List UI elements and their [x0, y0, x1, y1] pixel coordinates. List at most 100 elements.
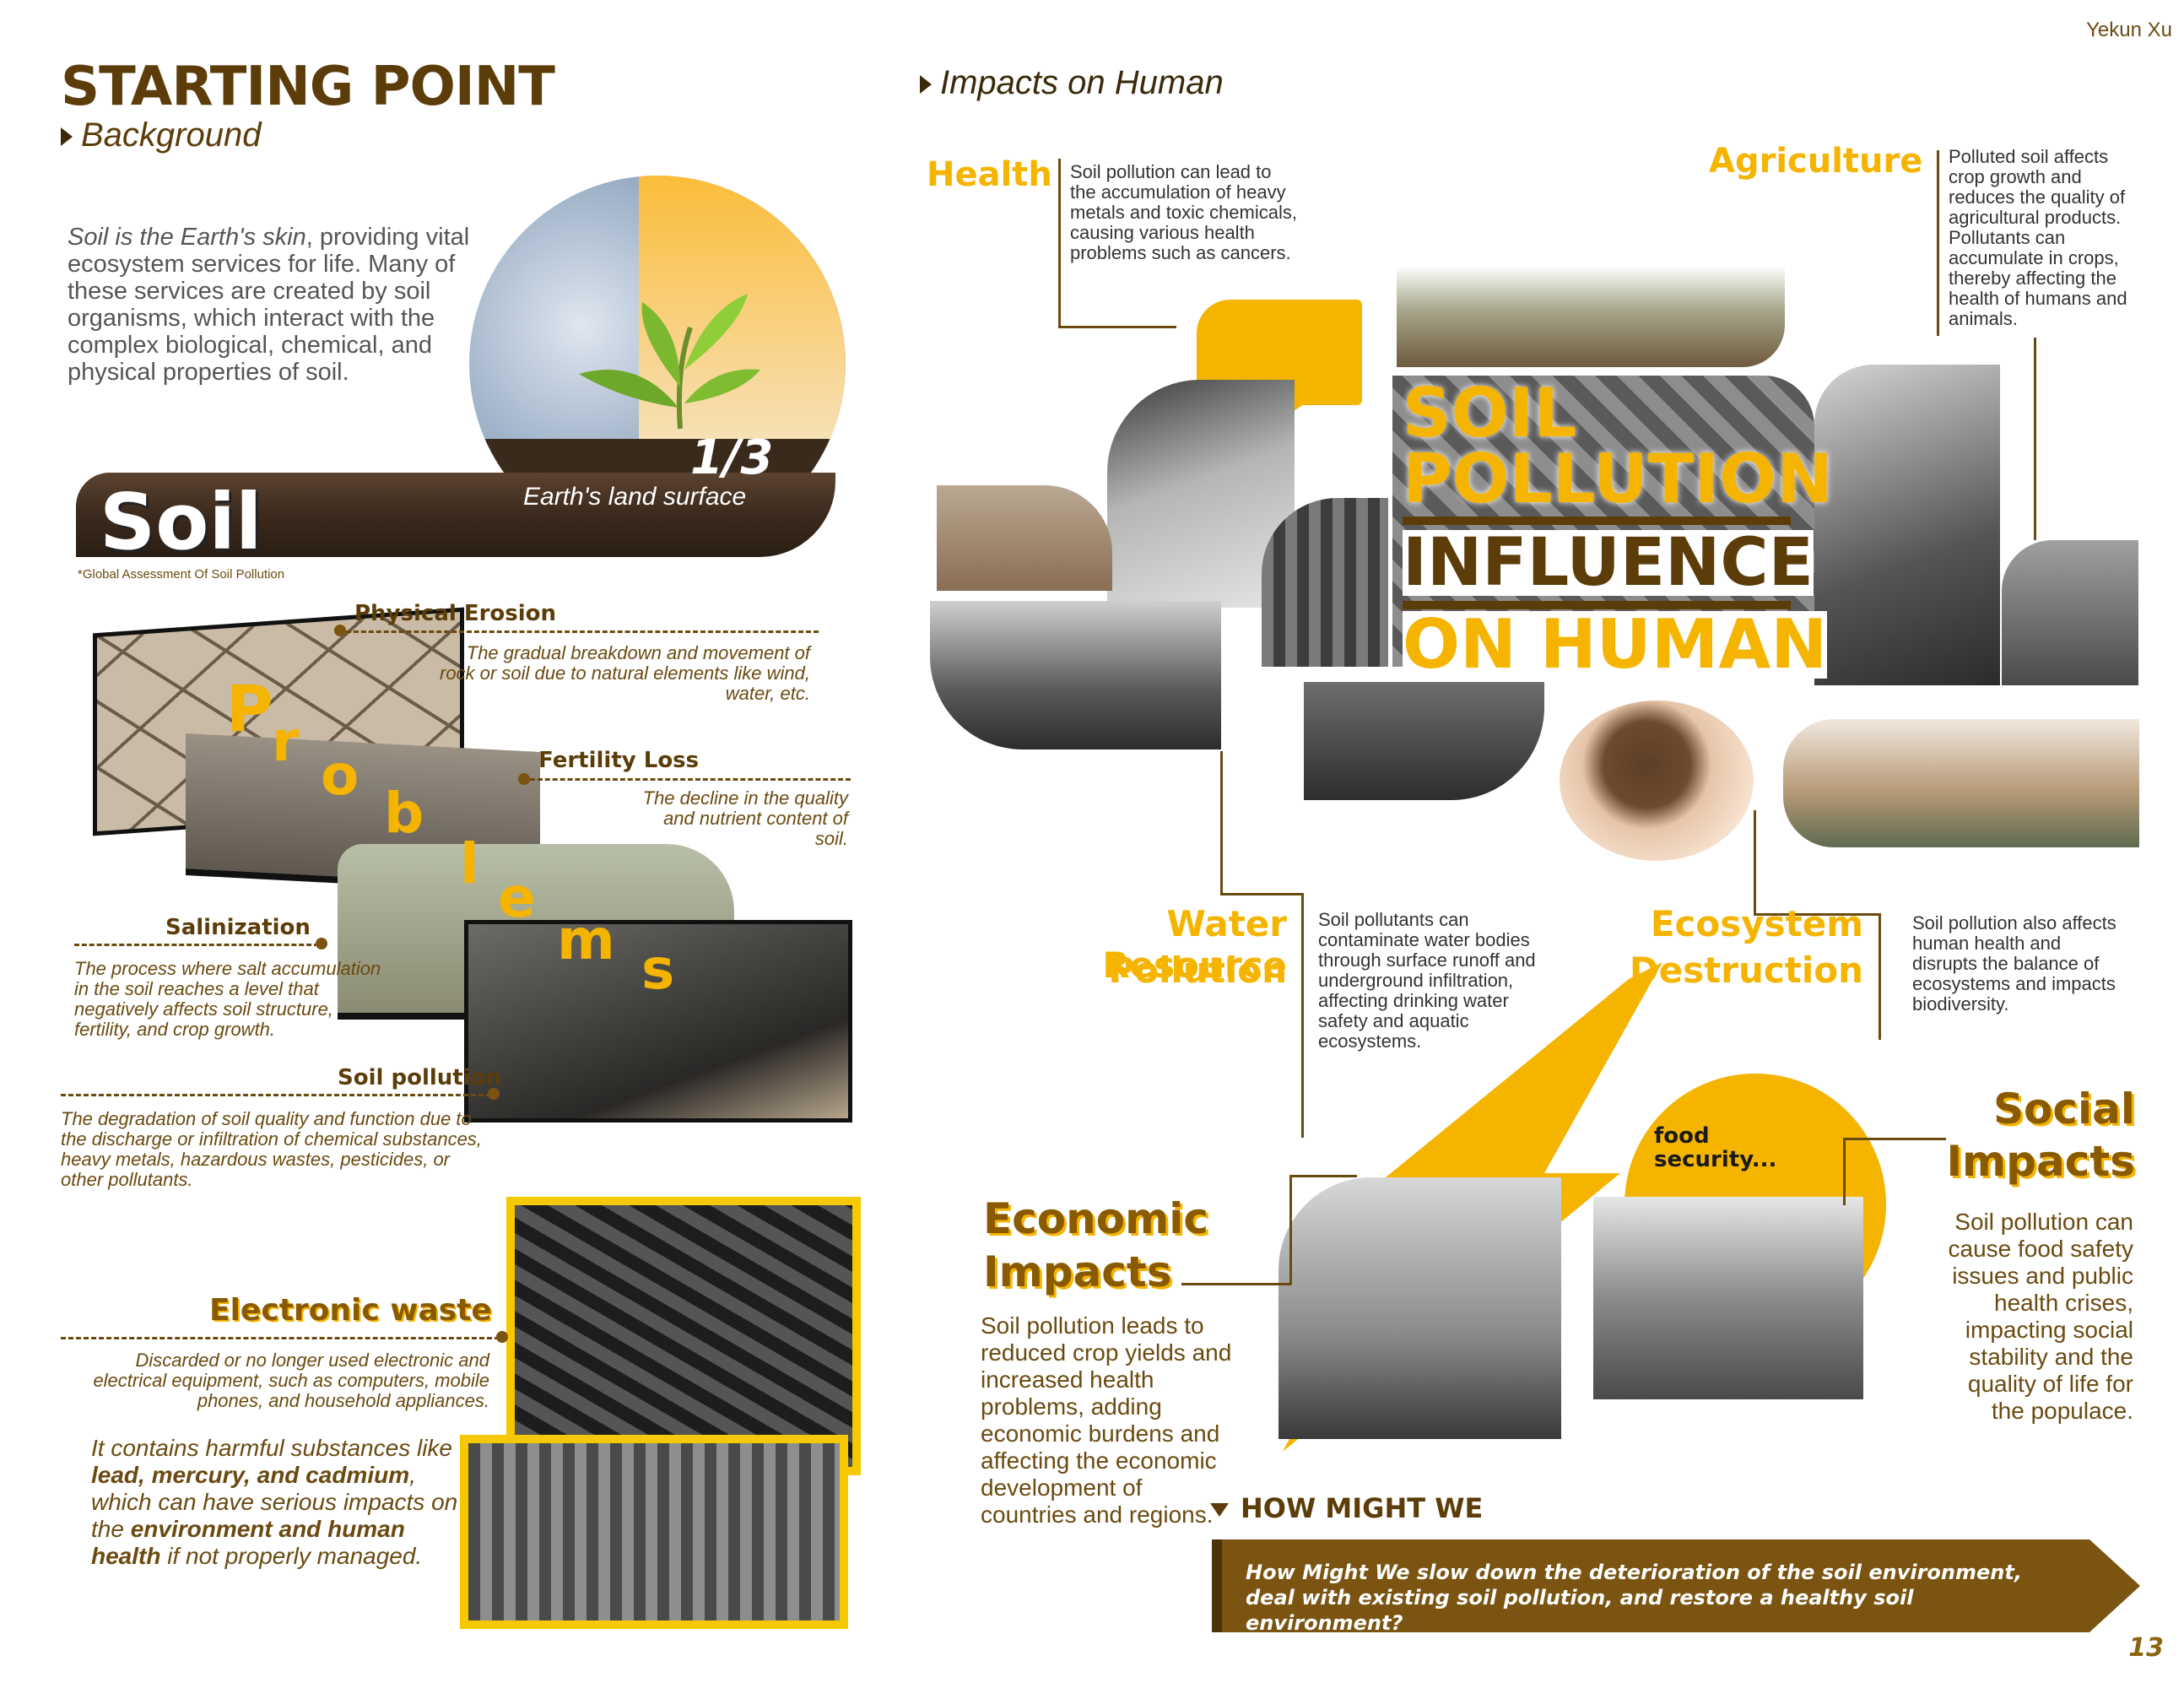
connector-line: [1879, 913, 1881, 1040]
problems-letter-b: b: [384, 781, 424, 846]
problem-text-fertility: The decline in the quality and nutrient …: [642, 787, 848, 849]
dashed-divider: [346, 630, 819, 633]
problems-letter-m: m: [557, 907, 615, 972]
marker-dot: [316, 938, 327, 950]
footnote: *Global Assessment Of Soil Pollution: [78, 567, 285, 582]
connector-line: [1058, 326, 1176, 328]
hmw-banner-shape: [1212, 1539, 2140, 1632]
hmw-question: How Might We slow down the deterioration…: [1246, 1561, 2022, 1635]
connector-line: [1937, 150, 1939, 336]
ewaste-image: [506, 1197, 861, 1475]
health-title: Health: [927, 155, 1052, 194]
landfill-photo: [937, 485, 1112, 591]
polluted-soil-image: [464, 920, 852, 1123]
dashed-divider: [74, 944, 319, 946]
connector-line: [1289, 1175, 1357, 1177]
warning-text: , which can have serious impacts on the: [91, 1462, 458, 1542]
problems-letter-o: o: [321, 743, 359, 808]
problems-letter-e: e: [498, 865, 536, 930]
section-heading: Impacts on Human: [920, 64, 1224, 102]
page-number: 13: [2128, 1633, 2164, 1663]
ecosystem-title-2: Destruction: [1629, 950, 1863, 991]
connector-line: [1301, 893, 1304, 1138]
warning-bold: environment and human health: [91, 1516, 405, 1569]
ecosystem-text: Soil pollution also affects human health…: [1912, 912, 2116, 1014]
dead-crops-photo: [2002, 540, 2138, 685]
water-title-2: Pollution: [1108, 950, 1287, 991]
headline-soil: SOIL: [1403, 374, 1577, 452]
connector-line: [1289, 1175, 1292, 1285]
headline-on-human: ON HUMAN: [1403, 605, 1828, 684]
social-title-1: Social: [1992, 1085, 2135, 1133]
problem-text-pollution: The degradation of soil quality and func…: [61, 1108, 482, 1190]
marker-dot: [496, 1331, 508, 1343]
problems-letter-p: P: [226, 671, 273, 746]
problem-label-fertility: Fertility Loss: [538, 748, 700, 773]
water-text: Soil pollutants can contaminate water bo…: [1318, 909, 1536, 1052]
warning-text: It contains harmful substances like: [91, 1435, 452, 1461]
ewaste-warning: It contains harmful substances like lead…: [91, 1435, 462, 1570]
water-title-1: Water Resource: [1102, 903, 1287, 986]
hmw-label-text: HOW MIGHT WE: [1241, 1492, 1484, 1524]
problems-letter-r: r: [272, 709, 300, 774]
economic-title-2: Impacts: [983, 1247, 1172, 1296]
agriculture-text: Polluted soil affects crop growth and re…: [1949, 146, 2127, 329]
ewaste-computer-image: [460, 1435, 848, 1629]
fraction-value: 1/3: [690, 430, 774, 485]
food-security-label: food security...: [1654, 1123, 1777, 1172]
intro-text: , providing vital ecosystem services for…: [68, 224, 470, 386]
marker-dot: [334, 625, 346, 636]
grass-photo: [1397, 241, 1785, 367]
polluted-site-photo: [1593, 1197, 1863, 1399]
dashed-divider: [61, 1094, 491, 1096]
soil-strip-image: [76, 473, 835, 557]
connector-line: [2034, 338, 2036, 540]
connector-line: [1181, 1283, 1291, 1285]
connector-line: [1220, 751, 1223, 895]
ewaste-text: Discarded or no longer used electronic a…: [93, 1350, 489, 1411]
connector-line: [1845, 1138, 1946, 1140]
intro-paragraph: Soil is the Earth's skin, providing vita…: [68, 224, 489, 386]
caret-down-icon: [1210, 1503, 1229, 1517]
cattle-dump-photo: [1783, 719, 2139, 847]
economic-title-1: Economic: [983, 1194, 1208, 1243]
warning-bold: lead, mercury, and cadmium: [91, 1462, 410, 1488]
sprout-icon: [579, 294, 760, 430]
problem-label-pollution: Soil pollution: [338, 1065, 501, 1090]
dump-workers-photo: [930, 601, 1221, 749]
page-title: STARTING POINT: [61, 56, 555, 118]
crowd-masks-photo: [1262, 498, 1388, 667]
play-triangle-icon: [920, 75, 932, 95]
soil-word: Soil: [100, 477, 262, 567]
connector-line: [1058, 159, 1061, 327]
river-waste-photo: [1304, 682, 1544, 800]
background-subtitle: Background: [61, 116, 261, 154]
vending-machine-photo: [1279, 1177, 1561, 1439]
headline-influence: INFLUENCE: [1403, 525, 1814, 601]
problems-letter-s: s: [641, 937, 675, 1002]
ewaste-title: Electronic waste: [209, 1293, 492, 1328]
warning-text: if not properly managed.: [160, 1543, 423, 1569]
problems-letter-l: l: [460, 831, 479, 896]
problem-text-salinization: The process where salt accumulation in t…: [74, 958, 381, 1040]
connector-line: [1220, 893, 1303, 895]
connector-line: [1754, 913, 1880, 916]
headline-rule-top: [1403, 517, 1791, 525]
dashed-divider: [530, 778, 851, 781]
subtitle-text: Background: [81, 116, 262, 154]
fraction-caption: Earth's land surface: [523, 483, 747, 511]
connector-line: [1843, 1138, 1846, 1205]
economic-text: Soil pollution leads to reduced crop yie…: [981, 1312, 1232, 1528]
connector-line: [1754, 810, 1756, 916]
health-text: Soil pollution can lead to the accumulat…: [1070, 161, 1297, 263]
intro-emphasis: Soil is the Earth's skin: [68, 224, 306, 251]
play-triangle-icon: [61, 127, 73, 147]
headline-pollution: POLLUTION: [1403, 440, 1833, 518]
farmer-photo: [1814, 365, 2000, 685]
marker-dot: [488, 1088, 500, 1100]
ecosystem-title-1: Ecosystem: [1650, 903, 1863, 944]
marker-dot: [518, 773, 530, 785]
problem-label-salinization: Salinization: [165, 915, 311, 940]
social-text: Soil pollution can cause food safety iss…: [1948, 1209, 2133, 1424]
author-name: Yekun Xu: [2086, 19, 2172, 41]
